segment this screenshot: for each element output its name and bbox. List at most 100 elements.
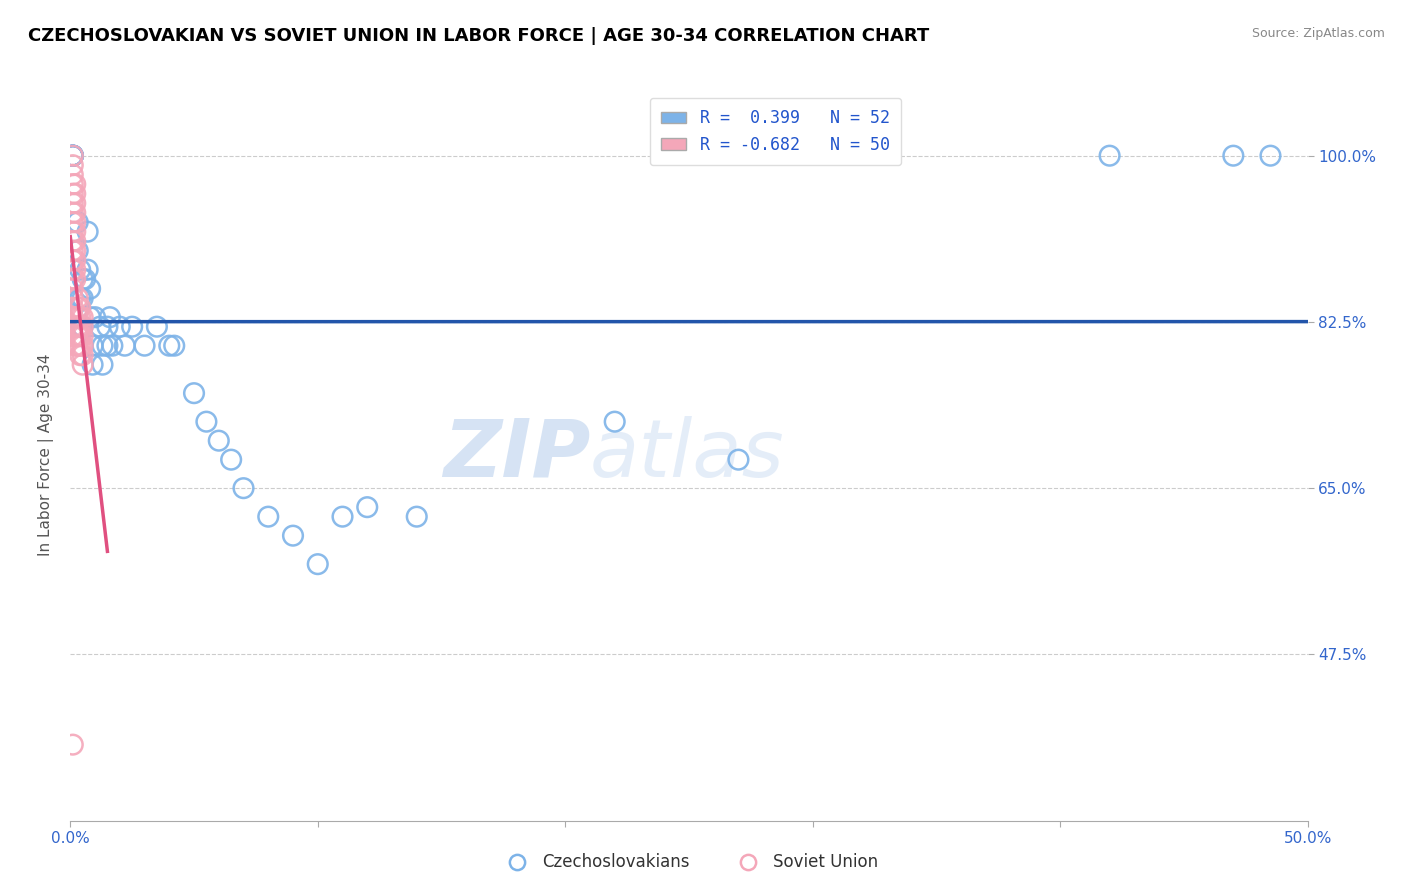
Point bbox=[69, 262, 91, 277]
Point bbox=[66, 339, 89, 353]
Point bbox=[72, 291, 94, 305]
Point bbox=[121, 319, 143, 334]
Point bbox=[62, 225, 84, 239]
Point bbox=[91, 339, 114, 353]
Point bbox=[76, 225, 98, 239]
Point bbox=[65, 196, 87, 211]
Point bbox=[62, 215, 84, 229]
Point bbox=[72, 319, 94, 334]
Point bbox=[69, 291, 91, 305]
Point bbox=[65, 225, 87, 239]
Point bbox=[75, 272, 97, 286]
Point bbox=[183, 386, 205, 401]
Point bbox=[356, 500, 378, 515]
Point bbox=[65, 205, 87, 219]
Point bbox=[65, 186, 87, 201]
Point bbox=[69, 348, 91, 362]
Point bbox=[84, 310, 107, 325]
Point bbox=[66, 291, 89, 305]
Point bbox=[62, 149, 84, 163]
Point bbox=[62, 272, 84, 286]
Point bbox=[91, 358, 114, 372]
Text: CZECHOSLOVAKIAN VS SOVIET UNION IN LABOR FORCE | AGE 30-34 CORRELATION CHART: CZECHOSLOVAKIAN VS SOVIET UNION IN LABOR… bbox=[28, 27, 929, 45]
Point bbox=[62, 329, 84, 343]
Point bbox=[82, 358, 104, 372]
Point bbox=[65, 177, 87, 191]
Point bbox=[69, 301, 91, 315]
Point bbox=[65, 339, 87, 353]
Point bbox=[72, 348, 94, 362]
Point bbox=[727, 452, 749, 467]
Text: ZIP: ZIP bbox=[443, 416, 591, 494]
Point bbox=[62, 262, 84, 277]
Y-axis label: In Labor Force | Age 30-34: In Labor Force | Age 30-34 bbox=[38, 353, 55, 557]
Point bbox=[96, 339, 118, 353]
Point bbox=[62, 149, 84, 163]
Point bbox=[1222, 149, 1244, 163]
Point bbox=[72, 319, 94, 334]
Point bbox=[307, 557, 329, 571]
Point bbox=[114, 339, 136, 353]
Point bbox=[69, 339, 91, 353]
Point bbox=[603, 415, 626, 429]
Point bbox=[72, 272, 94, 286]
Point bbox=[72, 310, 94, 325]
Point bbox=[195, 415, 218, 429]
Point bbox=[101, 339, 124, 353]
Point bbox=[66, 244, 89, 258]
Point bbox=[98, 310, 121, 325]
Point bbox=[69, 329, 91, 343]
Point bbox=[66, 310, 89, 325]
Point bbox=[281, 529, 304, 543]
Point bbox=[79, 310, 101, 325]
Point bbox=[62, 149, 84, 163]
Point bbox=[89, 319, 111, 334]
Point bbox=[332, 509, 354, 524]
Point bbox=[66, 319, 89, 334]
Point bbox=[82, 339, 104, 353]
Point bbox=[69, 319, 91, 334]
Point bbox=[62, 310, 84, 325]
Point bbox=[62, 158, 84, 172]
Point bbox=[163, 339, 186, 353]
Point bbox=[62, 149, 84, 163]
Point bbox=[65, 272, 87, 286]
Point bbox=[405, 509, 427, 524]
Point bbox=[62, 149, 84, 163]
Point bbox=[62, 319, 84, 334]
Point bbox=[65, 234, 87, 248]
Point bbox=[62, 186, 84, 201]
Point bbox=[62, 149, 84, 163]
Legend: Czechoslovakians, Soviet Union: Czechoslovakians, Soviet Union bbox=[494, 847, 884, 878]
Point bbox=[66, 215, 89, 229]
Point bbox=[1260, 149, 1282, 163]
Point bbox=[62, 282, 84, 296]
Point bbox=[65, 262, 87, 277]
Point bbox=[62, 149, 84, 163]
Point bbox=[219, 452, 242, 467]
Point bbox=[62, 234, 84, 248]
Point bbox=[62, 738, 84, 752]
Point bbox=[79, 282, 101, 296]
Point bbox=[257, 509, 280, 524]
Point bbox=[157, 339, 180, 353]
Point bbox=[65, 215, 87, 229]
Point bbox=[72, 339, 94, 353]
Point bbox=[69, 310, 91, 325]
Point bbox=[146, 319, 169, 334]
Point bbox=[62, 244, 84, 258]
Point bbox=[62, 205, 84, 219]
Text: atlas: atlas bbox=[591, 416, 785, 494]
Text: Source: ZipAtlas.com: Source: ZipAtlas.com bbox=[1251, 27, 1385, 40]
Point bbox=[65, 244, 87, 258]
Point bbox=[108, 319, 131, 334]
Point bbox=[62, 301, 84, 315]
Point bbox=[72, 329, 94, 343]
Point bbox=[62, 291, 84, 305]
Point bbox=[62, 253, 84, 268]
Point bbox=[232, 481, 254, 495]
Point bbox=[134, 339, 156, 353]
Point bbox=[96, 319, 118, 334]
Point bbox=[66, 329, 89, 343]
Point bbox=[62, 177, 84, 191]
